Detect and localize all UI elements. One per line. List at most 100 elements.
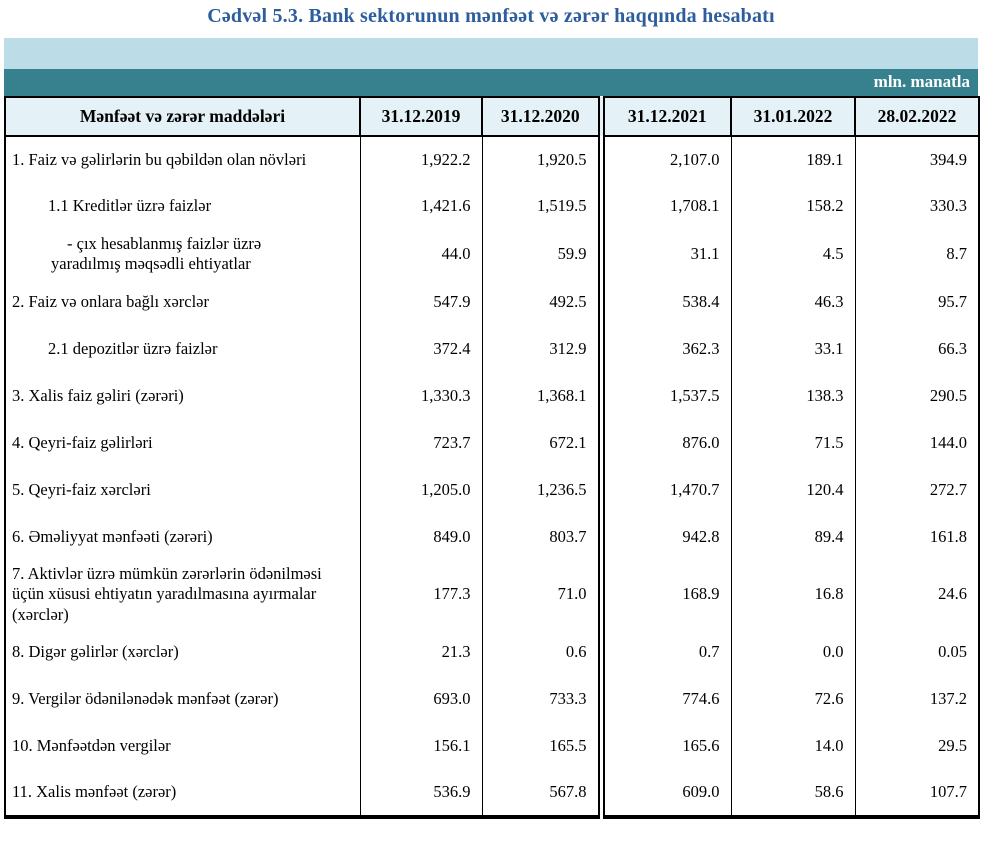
row-label: 1.1 Kreditlər üzrə faizlər <box>4 183 361 230</box>
decorative-band <box>4 38 978 69</box>
row-value: 107.7 <box>854 769 980 817</box>
table-body: 1. Faiz və gəlirlərin bu qəbildən olan n… <box>4 136 980 817</box>
report-page: Cədvəl 5.3. Bank sektorunun mənfəət və z… <box>4 0 980 819</box>
row-value: 59.9 <box>481 230 602 279</box>
row-value: 95.7 <box>854 278 980 326</box>
row-label: 2. Faiz və onlara bağlı xərclər <box>4 278 361 326</box>
row-label: 5. Qeyri-faiz xərcləri <box>4 466 361 514</box>
table-header: Mənfəət və zərər maddələri 31.12.2019 31… <box>4 96 980 137</box>
row-value: 168.9 <box>597 560 732 629</box>
row-value: 8.7 <box>854 230 980 279</box>
table-row: 6. Əməliyyat mənfəəti (zərəri) 849.0 803.7… <box>4 513 980 561</box>
row-value: 1,519.5 <box>481 183 602 230</box>
row-value: 189.1 <box>730 136 856 183</box>
row-value: 330.3 <box>854 183 980 230</box>
row-value: 0.7 <box>597 628 732 676</box>
row-value: 1,922.2 <box>359 136 483 183</box>
row-label: 4. Qeyri-faiz gəlirləri <box>4 419 361 467</box>
row-value: 120.4 <box>730 466 856 514</box>
row-value: 165.5 <box>481 722 602 770</box>
column-header-31-01-2022: 31.01.2022 <box>730 96 856 137</box>
row-value: 58.6 <box>730 769 856 817</box>
table-row: 7. Aktivlər üzrə mümkün zərərlərin ödəni… <box>4 560 980 629</box>
table-row: 5. Qeyri-faiz xərcləri 1,205.0 1,236.5 1,47… <box>4 466 980 514</box>
row-value: 72.6 <box>730 675 856 723</box>
row-value: 733.3 <box>481 675 602 723</box>
row-value: 538.4 <box>597 278 732 326</box>
row-label: 1. Faiz və gəlirlərin bu qəbildən olan n… <box>4 136 361 183</box>
row-value: 312.9 <box>481 325 602 373</box>
table-row: 9. Vergilər ödənilənədək mənfəət (zərər)… <box>4 675 980 723</box>
row-value: 71.5 <box>730 419 856 467</box>
table-row: 1. Faiz və gəlirlərin bu qəbildən olan n… <box>4 136 980 183</box>
row-value: 4.5 <box>730 230 856 279</box>
row-label: 11. Xalis mənfəət (zərər) <box>4 769 361 817</box>
row-value: 156.1 <box>359 722 483 770</box>
row-value: 29.5 <box>854 722 980 770</box>
row-value: 16.8 <box>730 560 856 629</box>
column-header-31-12-2020: 31.12.2020 <box>481 96 602 137</box>
row-value: 609.0 <box>597 769 732 817</box>
row-value: 177.3 <box>359 560 483 629</box>
row-value: 849.0 <box>359 513 483 561</box>
row-value: 723.7 <box>359 419 483 467</box>
row-value: 0.0 <box>730 628 856 676</box>
column-header-31-12-2021: 31.12.2021 <box>597 96 732 137</box>
row-value: 362.3 <box>597 325 732 373</box>
unit-band: mln. manatla <box>4 69 978 96</box>
table-row: 4. Qeyri-faiz gəlirləri 723.7 672.1 876.0 71… <box>4 419 980 467</box>
column-header-28-02-2022: 28.02.2022 <box>854 96 980 137</box>
row-value: 137.2 <box>854 675 980 723</box>
row-value: 161.8 <box>854 513 980 561</box>
row-label: 2.1 depozitlər üzrə faizlər <box>4 325 361 373</box>
table-row: 11. Xalis mənfəət (zərər) 536.9 567.8 609.0… <box>4 769 980 817</box>
row-value: 1,421.6 <box>359 183 483 230</box>
row-value: 272.7 <box>854 466 980 514</box>
row-label: 8. Digər gəlirlər (xərclər) <box>4 628 361 676</box>
column-header-items: Mənfəət və zərər maddələri <box>4 96 361 137</box>
row-value: 31.1 <box>597 230 732 279</box>
row-label: 6. Əməliyyat mənfəəti (zərəri) <box>4 513 361 561</box>
table-row: 3. Xalis faiz gəliri (zərəri) 1,330.3 1,36… <box>4 372 980 420</box>
row-value: 14.0 <box>730 722 856 770</box>
row-value: 21.3 <box>359 628 483 676</box>
table-row: 8. Digər gəlirlər (xərclər) 21.3 0.6 0.7 0.0… <box>4 628 980 676</box>
row-value: 89.4 <box>730 513 856 561</box>
row-value: 1,330.3 <box>359 372 483 420</box>
row-value: 290.5 <box>854 372 980 420</box>
row-value: 2,107.0 <box>597 136 732 183</box>
row-value: 1,920.5 <box>481 136 602 183</box>
table-row: 10. Mənfəətdən vergilər 156.1 165.5 165.6 14… <box>4 722 980 770</box>
table-row: 1.1 Kreditlər üzrə faizlər 1,421.6 1,519.5… <box>4 183 980 230</box>
row-value: 536.9 <box>359 769 483 817</box>
row-value: 138.3 <box>730 372 856 420</box>
row-label: 9. Vergilər ödənilənədək mənfəət (zərər) <box>4 675 361 723</box>
profit-loss-table: Mənfəət və zərər maddələri 31.12.2019 31… <box>4 96 980 819</box>
row-value: 0.6 <box>481 628 602 676</box>
row-value: 0.05 <box>854 628 980 676</box>
row-value: 942.8 <box>597 513 732 561</box>
row-value: 672.1 <box>481 419 602 467</box>
header-row: Mənfəət və zərər maddələri 31.12.2019 31… <box>4 96 980 137</box>
unit-label: mln. manatla <box>873 72 970 91</box>
row-value: 144.0 <box>854 419 980 467</box>
row-label: 10. Mənfəətdən vergilər <box>4 722 361 770</box>
row-value: 547.9 <box>359 278 483 326</box>
row-value: 492.5 <box>481 278 602 326</box>
row-value: 567.8 <box>481 769 602 817</box>
row-value: 774.6 <box>597 675 732 723</box>
row-value: 24.6 <box>854 560 980 629</box>
row-value: 876.0 <box>597 419 732 467</box>
row-label: - çıx hesablanmış faizlər üzrə yaradılmı… <box>4 230 361 279</box>
row-value: 1,470.7 <box>597 466 732 514</box>
row-value: 1,236.5 <box>481 466 602 514</box>
row-value: 44.0 <box>359 230 483 279</box>
row-value: 394.9 <box>854 136 980 183</box>
table-row: 2. Faiz və onlara bağlı xərclər 547.9 492.… <box>4 278 980 326</box>
row-value: 1,708.1 <box>597 183 732 230</box>
table-row: 2.1 depozitlər üzrə faizlər 372.4 312.9 362… <box>4 325 980 373</box>
table-title: Cədvəl 5.3. Bank sektorunun mənfəət və z… <box>207 5 775 27</box>
row-label: 3. Xalis faiz gəliri (zərəri) <box>4 372 361 420</box>
row-value: 1,368.1 <box>481 372 602 420</box>
column-header-31-12-2019: 31.12.2019 <box>359 96 483 137</box>
